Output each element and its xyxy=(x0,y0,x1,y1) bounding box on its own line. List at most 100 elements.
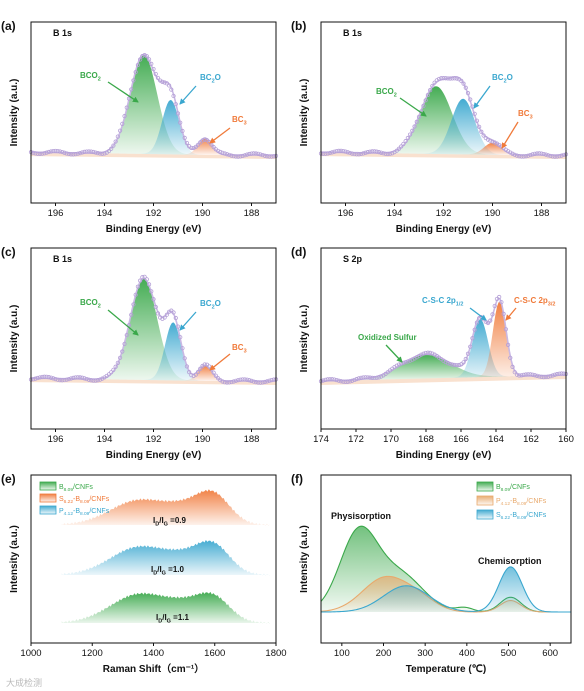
x-tick-label: 300 xyxy=(417,648,433,659)
data-point xyxy=(57,149,63,154)
legend-swatch xyxy=(39,481,57,491)
legend-swatch xyxy=(476,481,494,492)
data-point xyxy=(336,378,341,383)
data-point xyxy=(264,154,270,159)
data-point xyxy=(365,375,370,380)
data-point xyxy=(166,309,172,314)
data-point xyxy=(443,76,448,81)
xps-panel-b: 196 194 192 190 188 Binding Energy (eV) Intens… xyxy=(291,19,569,235)
data-point xyxy=(35,375,40,381)
data-point xyxy=(164,312,169,317)
data-point xyxy=(477,124,482,129)
data-point xyxy=(421,351,426,356)
peak-area xyxy=(321,86,566,155)
data-point xyxy=(236,378,241,383)
data-point xyxy=(33,151,38,156)
data-point xyxy=(142,274,147,279)
x-tick-label: 188 xyxy=(534,208,550,219)
data-point xyxy=(120,349,125,354)
data-point xyxy=(334,377,339,383)
data-point xyxy=(93,378,98,383)
data-point xyxy=(439,76,444,81)
label-text: BC xyxy=(518,109,530,118)
data-point xyxy=(517,154,522,159)
label-subscript: 3 xyxy=(530,115,533,121)
data-point xyxy=(321,378,326,383)
x-tick-label: 168 xyxy=(418,434,434,445)
data-point xyxy=(75,375,80,380)
data-point xyxy=(561,152,566,158)
ratio-sub: D xyxy=(155,522,159,528)
data-point xyxy=(211,145,216,150)
data-point xyxy=(200,138,205,143)
data-point xyxy=(510,364,515,369)
data-point xyxy=(227,152,232,158)
data-point xyxy=(461,81,466,86)
data-point xyxy=(113,139,118,144)
data-point xyxy=(144,277,149,282)
peak-arrow xyxy=(385,344,403,363)
xps-panel-d: 174 172 170 168 166 164 162 160 Binding Energy (… xyxy=(291,245,574,461)
data-point xyxy=(532,373,537,378)
data-point xyxy=(42,151,47,156)
data-point xyxy=(347,150,353,156)
data-point xyxy=(519,373,524,378)
peak-label: BC2O xyxy=(200,299,221,311)
legend-swatch xyxy=(39,493,57,503)
annotation-chemisorption: Chemisorption xyxy=(478,556,542,566)
data-point xyxy=(138,278,143,283)
data-point xyxy=(64,377,69,382)
data-point xyxy=(465,91,471,96)
label-text: BCO xyxy=(376,87,394,96)
data-point xyxy=(82,149,87,155)
data-point xyxy=(162,80,167,85)
data-point xyxy=(269,377,274,383)
data-point xyxy=(117,128,123,133)
data-point xyxy=(503,327,508,332)
data-point xyxy=(251,151,256,156)
data-point xyxy=(541,151,546,157)
data-point xyxy=(37,375,43,380)
data-point xyxy=(178,335,183,340)
data-point xyxy=(251,379,256,384)
data-point xyxy=(554,372,560,377)
data-point xyxy=(510,151,515,156)
data-point xyxy=(31,377,36,382)
data-point xyxy=(198,366,203,371)
data-point xyxy=(215,148,221,154)
data-point xyxy=(332,377,337,382)
label-subscript: 2 xyxy=(98,304,101,310)
data-point xyxy=(169,87,174,92)
peak-label: BC3 xyxy=(232,343,247,355)
data-point xyxy=(548,374,553,379)
xps-panel-c: 196 194 192 190 188 Binding Energy (eV) Intens… xyxy=(1,245,279,461)
data-point xyxy=(111,367,116,372)
ratio-text: /I xyxy=(159,516,163,525)
peak-label: BC2O xyxy=(492,73,513,85)
data-point xyxy=(189,373,194,378)
label-text: BC xyxy=(232,115,244,124)
data-point xyxy=(57,377,63,383)
data-point xyxy=(456,362,462,368)
x-tick-label: 164 xyxy=(488,434,504,445)
background-fill xyxy=(321,375,566,385)
data-point xyxy=(430,351,435,356)
panel-title: B 1s xyxy=(53,28,72,38)
data-point xyxy=(546,153,551,158)
x-tick-label: 192 xyxy=(146,434,162,445)
data-point xyxy=(71,152,76,157)
ratio-value: =1.0 xyxy=(166,565,185,574)
data-point xyxy=(358,375,364,380)
data-point xyxy=(260,152,265,158)
data-point xyxy=(323,151,328,156)
data-point xyxy=(546,374,551,379)
legend-entry: B8.09/CNFs xyxy=(496,484,530,493)
y-axis-label: Intensity (a.u.) xyxy=(299,79,310,147)
data-point xyxy=(73,375,78,380)
data-point xyxy=(376,150,382,155)
data-point xyxy=(370,149,375,154)
data-point xyxy=(454,363,459,368)
data-point xyxy=(46,375,51,380)
data-point xyxy=(332,149,337,154)
